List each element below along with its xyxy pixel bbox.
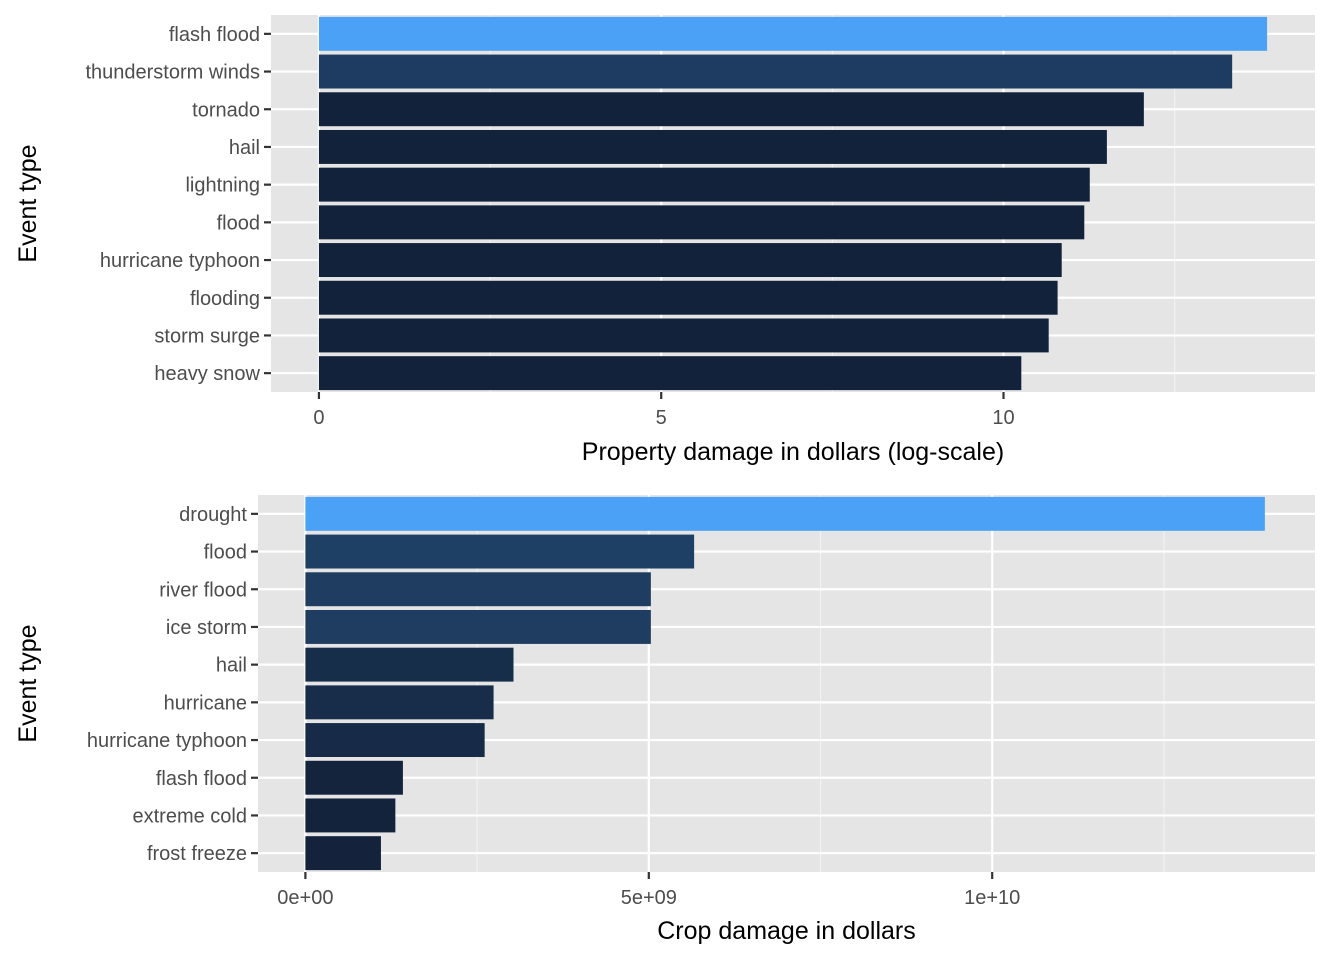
y-tick-label: drought	[179, 504, 247, 526]
y-axis-title: Event type	[14, 144, 42, 262]
y-tick-label: tornado	[192, 99, 260, 121]
y-tick-label: hail	[216, 655, 247, 677]
bar	[318, 318, 1049, 353]
bar	[318, 280, 1058, 315]
bar	[305, 647, 514, 682]
bar	[318, 167, 1090, 202]
y-tick-label: thunderstorm winds	[85, 62, 260, 84]
x-tick-label: 1e+10	[964, 887, 1020, 909]
bar	[318, 92, 1144, 127]
x-axis-title: Property damage in dollars (log-scale)	[582, 438, 1004, 466]
y-tick-label: frost freeze	[147, 843, 247, 865]
y-tick-label: heavy snow	[154, 363, 260, 385]
y-tick-label: extreme cold	[133, 805, 248, 827]
bar	[305, 685, 494, 720]
bar	[318, 54, 1233, 89]
y-tick-label: hurricane typhoon	[87, 730, 247, 752]
x-tick-label: 5	[656, 407, 667, 429]
y-tick-label: hail	[229, 137, 260, 159]
bar	[318, 243, 1062, 278]
y-tick-label: hurricane typhoon	[100, 250, 260, 272]
y-tick-label: flash flood	[169, 24, 260, 46]
x-axis-title: Crop damage in dollars	[657, 917, 915, 945]
bar	[305, 572, 651, 607]
x-tick-label: 5e+09	[621, 887, 677, 909]
bar	[318, 129, 1107, 164]
bar	[305, 798, 396, 833]
y-tick-label: flash flood	[156, 768, 247, 790]
y-tick-label: ice storm	[166, 617, 247, 639]
y-tick-label: flood	[217, 212, 260, 234]
bar	[305, 760, 403, 795]
bar	[305, 534, 695, 569]
x-tick-label: 0	[313, 407, 324, 429]
y-tick-label: river flood	[159, 579, 247, 601]
y-axis-title: Event type	[14, 624, 42, 742]
crop-damage-chart: drought flood river flood ice storm hail hurr…	[14, 495, 1315, 945]
x-tick-label: 10	[992, 407, 1014, 429]
y-tick-label: lightning	[185, 175, 260, 197]
x-tick-label: 0e+00	[277, 887, 333, 909]
bar	[305, 609, 651, 644]
y-tick-label: hurricane	[164, 692, 247, 714]
y-tick-label: flooding	[190, 288, 260, 310]
y-tick-label: flood	[204, 542, 247, 564]
bar	[318, 205, 1085, 240]
bar	[305, 836, 381, 871]
bar	[305, 496, 1265, 531]
bar	[318, 16, 1268, 51]
bar	[305, 723, 485, 758]
y-tick-label: storm surge	[154, 325, 260, 347]
bar	[318, 356, 1022, 391]
property-damage-chart: flash flood thunderstorm winds tornado hail…	[14, 15, 1315, 466]
